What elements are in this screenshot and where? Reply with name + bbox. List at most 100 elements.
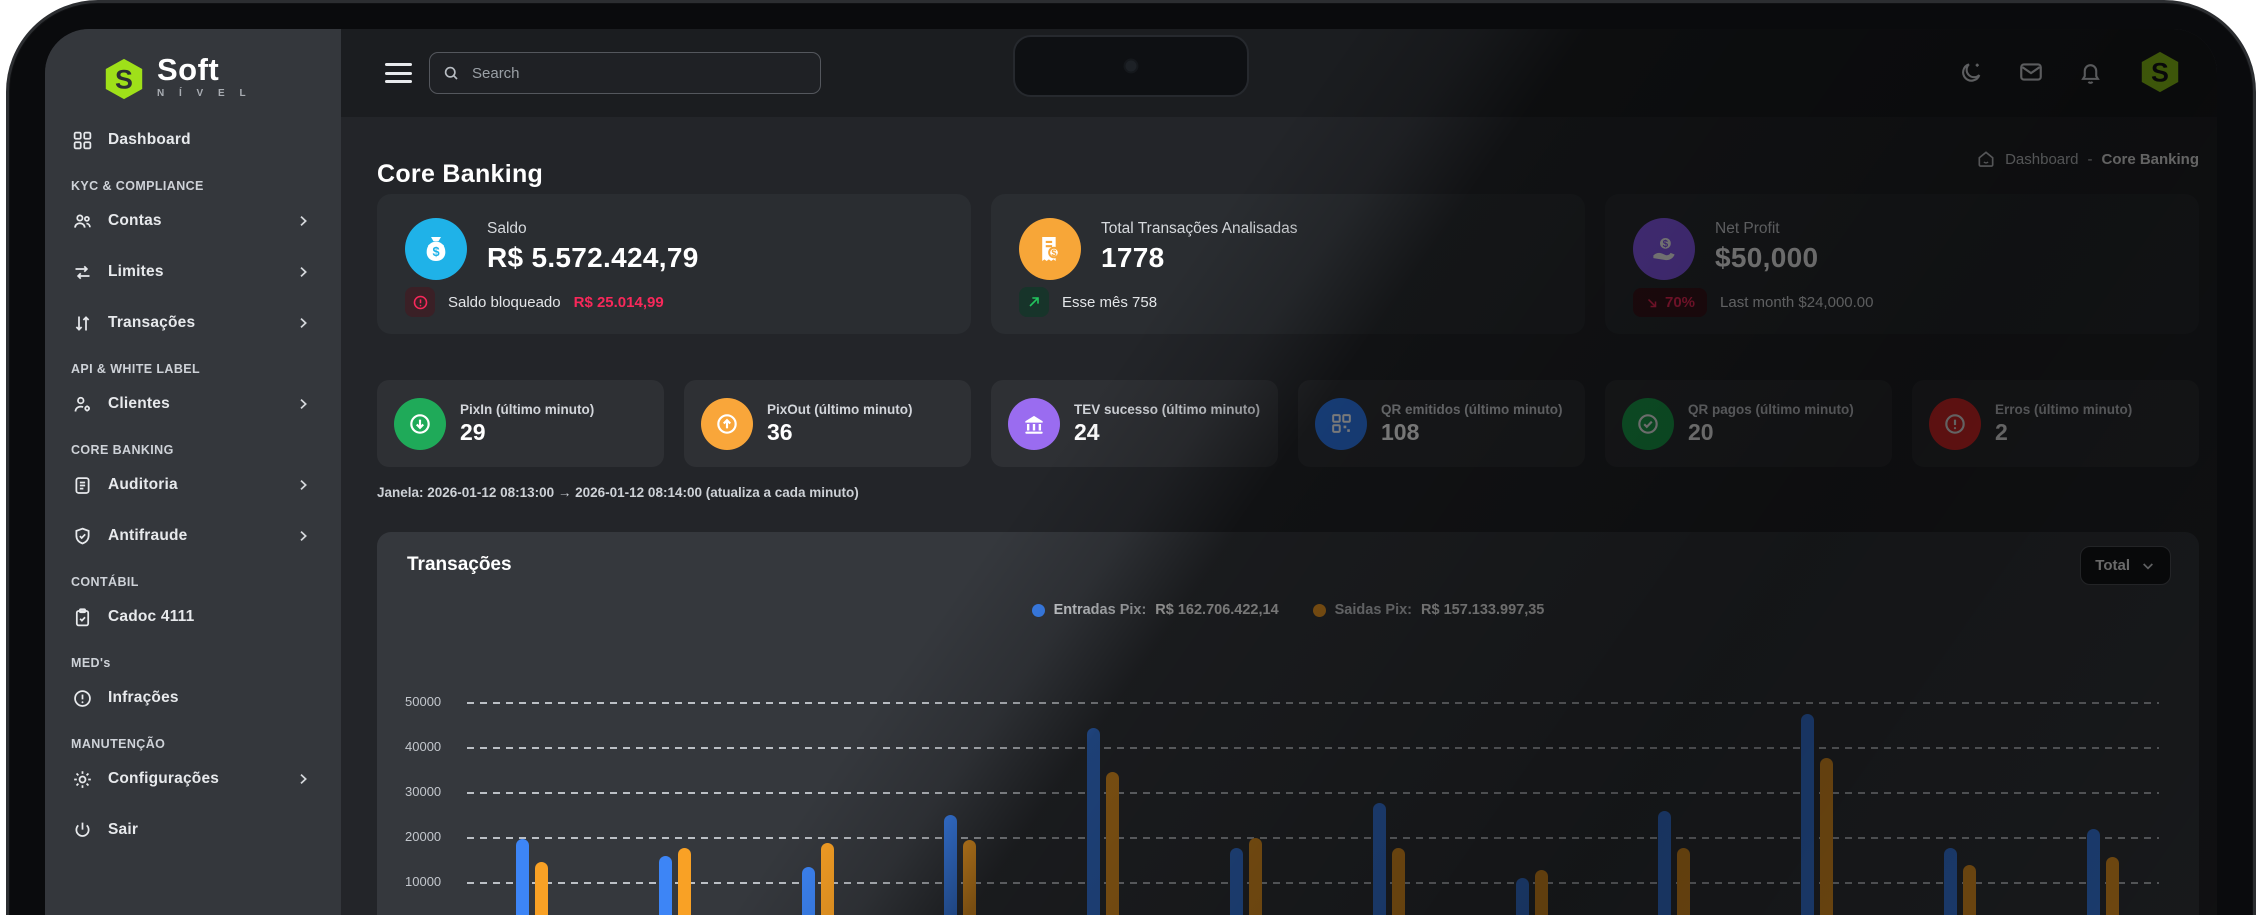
sidebar-item-limites[interactable]: Limites bbox=[57, 249, 329, 295]
y-axis-tick-label: 20000 bbox=[405, 829, 442, 844]
bar-saidas bbox=[1677, 848, 1691, 915]
alert-badge-icon bbox=[405, 287, 435, 317]
legend-label: Entradas Pix: bbox=[1053, 602, 1147, 618]
sidebar-section-meds: MED's bbox=[71, 656, 111, 670]
card-net-profit: $ Net Profit $50,000 70% Last month $24,… bbox=[1605, 194, 2199, 334]
card-footnote: Esse mês 758 bbox=[1019, 287, 1157, 317]
svg-text:S: S bbox=[2151, 58, 2169, 88]
grid-icon bbox=[73, 131, 92, 149]
bar-entradas bbox=[1087, 727, 1101, 915]
bar-entradas bbox=[516, 839, 529, 915]
brand-avatar[interactable]: S bbox=[2137, 49, 2183, 95]
search-input[interactable] bbox=[470, 63, 808, 83]
bar-entradas bbox=[2086, 829, 2100, 915]
gear-icon bbox=[74, 770, 91, 788]
search-icon bbox=[444, 66, 458, 80]
money-bag-icon: $ bbox=[405, 218, 467, 280]
chart-legend: Entradas Pix: R$ 162.706.422,14 Saidas P… bbox=[377, 602, 2199, 618]
mini-card-value: 20 bbox=[1688, 418, 1714, 445]
mini-card-qr-emitidos: QR emitidos (último minuto) 108 bbox=[1298, 380, 1585, 467]
sidebar-item-antifraude[interactable]: Antifraude bbox=[57, 513, 329, 559]
legend-label: Saidas Pix: bbox=[1334, 602, 1413, 618]
mini-card-label: Erros (último minuto) bbox=[1995, 401, 2133, 417]
gridline bbox=[467, 702, 2159, 704]
home-icon bbox=[1978, 151, 1994, 167]
mini-card-value: 24 bbox=[1074, 418, 1100, 445]
sidebar-item-clientes[interactable]: Clientes bbox=[57, 381, 329, 427]
chevron-right-icon bbox=[295, 771, 311, 787]
bar-entradas bbox=[1801, 714, 1815, 915]
gridline bbox=[467, 882, 2159, 884]
sidebar-item-label: Clientes bbox=[108, 395, 170, 412]
bar-saidas bbox=[1391, 847, 1405, 915]
card-footnote: 70% Last month $24,000.00 bbox=[1633, 288, 1873, 317]
mail-icon[interactable] bbox=[2018, 59, 2044, 85]
sidebar-section-contabil: CONTÁBIL bbox=[71, 575, 139, 589]
mini-card-label: PixOut (último minuto) bbox=[767, 401, 913, 417]
card-foot-label: Saldo bloqueado bbox=[448, 293, 561, 311]
transfer-icon bbox=[75, 265, 90, 279]
tablet-frame: S Soft N Í V E L Dashboard KYC & COMPLIA… bbox=[6, 0, 2256, 915]
card-label: Total Transações Analisadas bbox=[1101, 220, 1298, 237]
sidebar-item-sair[interactable]: Sair bbox=[57, 807, 329, 853]
svg-text:$: $ bbox=[1663, 239, 1669, 250]
sidebar-item-dashboard[interactable]: Dashboard bbox=[57, 117, 329, 163]
sidebar-item-label: Contas bbox=[108, 212, 162, 229]
breadcrumb-home[interactable]: Dashboard bbox=[2005, 150, 2079, 168]
sidebar-item-cadoc[interactable]: Cadoc 4111 bbox=[57, 594, 329, 640]
breadcrumb: Dashboard - Core Banking bbox=[1976, 149, 2199, 169]
bar-saidas bbox=[1963, 865, 1976, 915]
card-foot-label: Esse mês 758 bbox=[1062, 293, 1158, 311]
svg-text:$: $ bbox=[1051, 248, 1056, 258]
card-label: Net Profit bbox=[1715, 220, 1780, 237]
bell-icon[interactable] bbox=[2078, 60, 2103, 85]
sidebar-item-infracoes[interactable]: Infrações bbox=[57, 675, 329, 721]
bar-saidas bbox=[2105, 856, 2119, 915]
sidebar-item-label: Antifraude bbox=[108, 527, 188, 544]
bar-entradas bbox=[1944, 847, 1957, 915]
sidebar-item-contas[interactable]: Contas bbox=[57, 198, 329, 244]
sidebar-section-corebanking: CORE BANKING bbox=[71, 443, 174, 457]
sidebar: S Soft N Í V E L Dashboard KYC & COMPLIA… bbox=[45, 29, 341, 915]
search-box[interactable] bbox=[429, 52, 821, 94]
sidebar-item-label: Auditoria bbox=[108, 476, 178, 493]
mini-card-tev: TEV sucesso (último minuto) 24 bbox=[991, 380, 1278, 467]
sidebar-item-label: Cadoc 4111 bbox=[108, 608, 195, 625]
chevron-right-icon bbox=[295, 477, 311, 493]
sort-arrows-icon bbox=[75, 315, 90, 331]
mini-card-qr-pagos: QR pagos (último minuto) 20 bbox=[1605, 380, 1892, 467]
chevron-right-icon bbox=[295, 528, 311, 544]
bar-saidas bbox=[535, 861, 548, 915]
y-axis-tick-label: 50000 bbox=[405, 694, 442, 709]
legend-dot-orange bbox=[1312, 603, 1326, 617]
legend-entradas: Entradas Pix: R$ 162.706.422,14 bbox=[1031, 602, 1279, 618]
sidebar-item-label: Limites bbox=[108, 263, 164, 280]
card-badge-value: 70% bbox=[1665, 294, 1696, 311]
bar-saidas bbox=[1820, 757, 1834, 915]
mini-card-label: QR pagos (último minuto) bbox=[1688, 401, 1854, 417]
page-title: Core Banking bbox=[377, 159, 544, 188]
bar-saidas bbox=[677, 847, 691, 915]
users-icon bbox=[74, 214, 91, 228]
bar-saidas bbox=[1249, 838, 1262, 915]
topbar: S bbox=[341, 29, 2217, 117]
stat-cards-row: $ Saldo R$ 5.572.424,79 Saldo bloqueado … bbox=[377, 194, 2199, 334]
card-value: R$ 5.572.424,79 bbox=[487, 242, 699, 273]
trend-up-icon bbox=[1019, 287, 1049, 317]
chevron-right-icon bbox=[295, 315, 311, 331]
camera-notch bbox=[1013, 35, 1249, 97]
mini-card-label: PixIn (último minuto) bbox=[460, 401, 595, 417]
sidebar-item-transacoes[interactable]: Transações bbox=[57, 300, 329, 346]
bar-saidas bbox=[963, 839, 977, 915]
card-foot-value: R$ 25.014,99 bbox=[573, 293, 664, 311]
sidebar-item-auditoria[interactable]: Auditoria bbox=[57, 462, 329, 508]
check-circle-icon bbox=[1622, 397, 1674, 450]
mini-cards-row: PixIn (último minuto) 29 PixOut (último … bbox=[377, 380, 2199, 467]
sidebar-item-configuracoes[interactable]: Configurações bbox=[57, 756, 329, 802]
hamburger-menu-icon[interactable] bbox=[385, 63, 412, 83]
window-note: Janela: 2026-01-12 08:13:00 → 2026-01-12… bbox=[377, 485, 859, 500]
chart-filter-dropdown[interactable]: Total bbox=[2080, 546, 2171, 585]
moon-icon[interactable] bbox=[1959, 60, 1984, 85]
card-value: 1778 bbox=[1101, 242, 1165, 273]
